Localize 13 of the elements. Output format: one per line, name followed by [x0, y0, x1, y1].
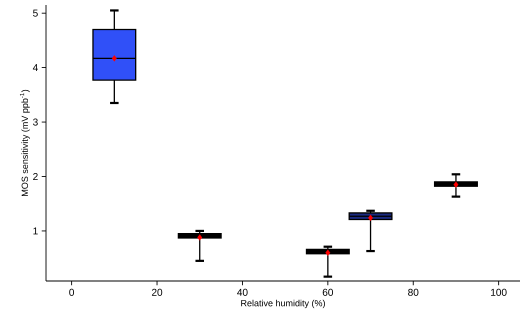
x-tick-label: 60: [322, 288, 334, 296]
y-tick-label: 5: [33, 10, 38, 17]
x-tick-label: 40: [237, 288, 248, 296]
y-axis-title: MOS sensitivity (mV ppb$^{-1}$): [20, 90, 30, 196]
y-tick-label: 1: [33, 227, 38, 234]
y-tick-label: 4: [32, 64, 38, 72]
x-axis-title: Relative humidity (%): [241, 300, 325, 308]
x-tick-label: 80: [408, 288, 418, 296]
x-tick-label: 0: [69, 288, 74, 296]
y-tick-label: 2: [33, 172, 38, 180]
x-tick-label: 20: [152, 288, 162, 296]
x-tick-label: 100: [491, 288, 507, 296]
y-tick-label: 3: [33, 118, 38, 126]
